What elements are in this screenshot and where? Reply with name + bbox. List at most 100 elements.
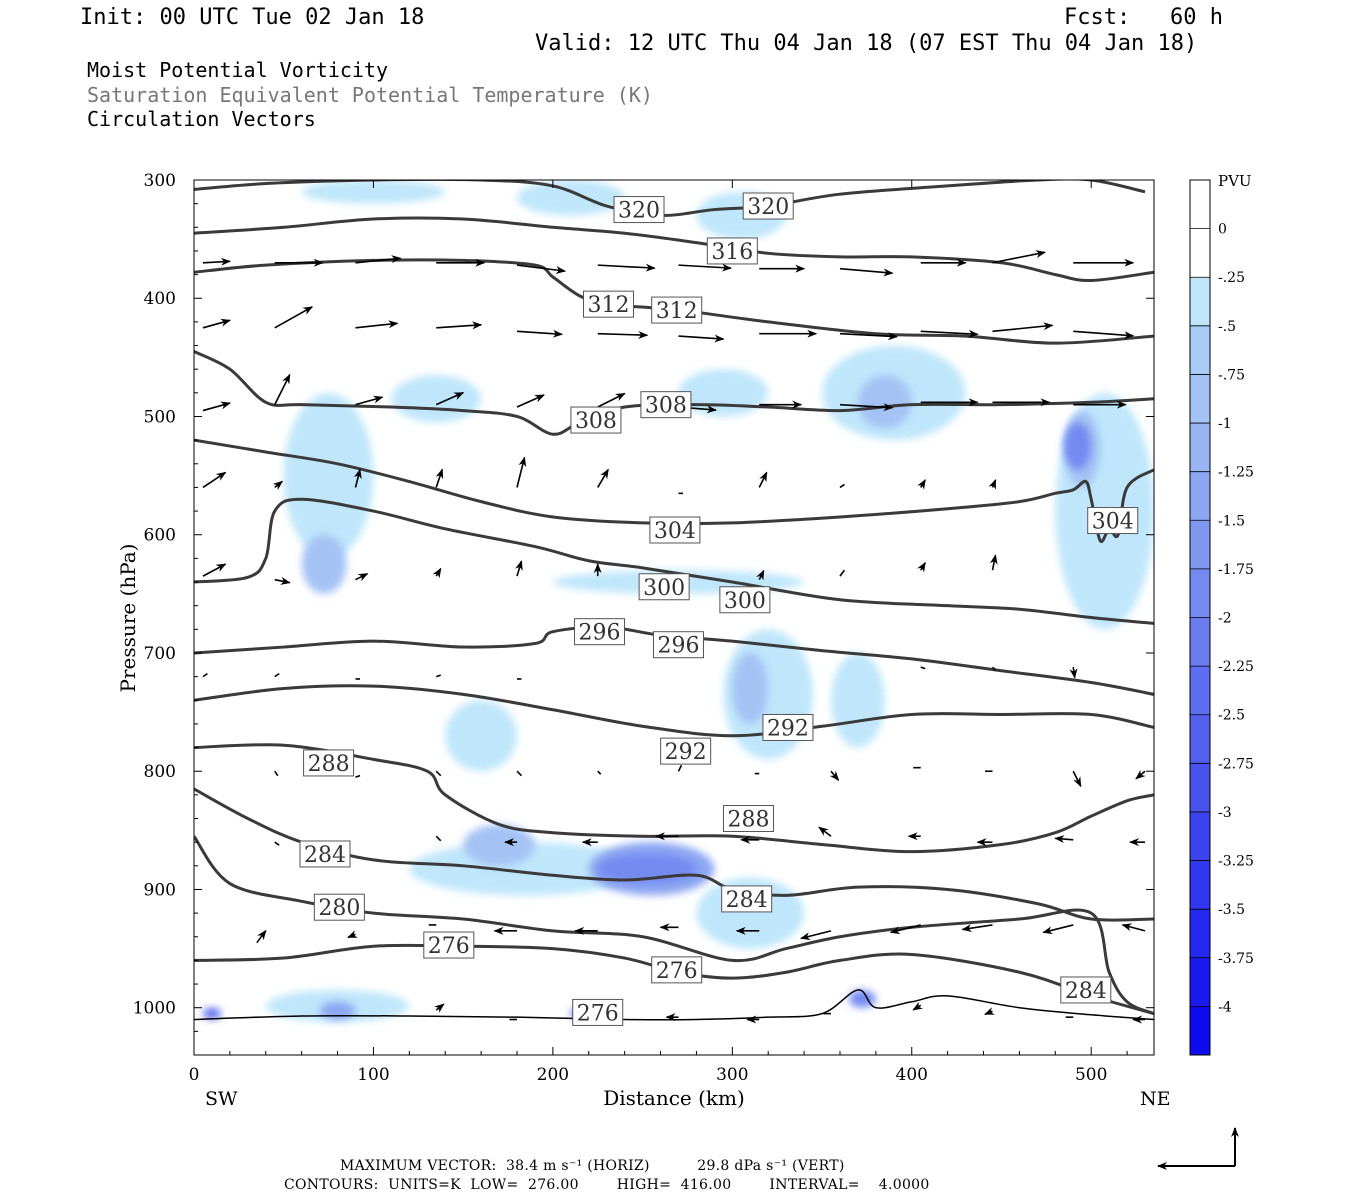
circulation-vector	[917, 561, 926, 573]
circulation-vector	[434, 1003, 445, 1013]
contour-line	[194, 625, 1154, 696]
svg-text:308: 308	[575, 409, 617, 434]
contour-label: 276	[572, 998, 624, 1026]
colorbar-tick-label: -2.5	[1218, 708, 1245, 724]
colorbar-tick-label: -1	[1218, 416, 1232, 432]
circulation-vector	[912, 1001, 924, 1011]
colorbar-tick-label: -3.5	[1218, 902, 1245, 918]
circulation-vector	[516, 394, 545, 408]
contour-label: 308	[570, 406, 622, 434]
colorbar-swatch	[1190, 909, 1210, 959]
circulation-vector	[597, 330, 649, 339]
colorbar-swatch	[1190, 423, 1210, 473]
circulation-vector	[347, 930, 358, 939]
circulation-vector	[516, 456, 527, 488]
pv-region	[409, 842, 643, 896]
circulation-vector	[992, 250, 1046, 264]
init-time: Init: 00 UTC Tue 02 Jan 18	[80, 5, 425, 30]
circulation-vector	[202, 563, 227, 577]
colorbar-swatch	[1190, 374, 1210, 424]
circulation-vector	[678, 334, 725, 343]
contour-label: 296	[652, 631, 704, 659]
x-tick-label: 200	[537, 1065, 569, 1085]
pv-region	[319, 1001, 356, 1020]
circulation-vector	[355, 320, 399, 329]
contour-label: 300	[719, 586, 771, 614]
colorbar-swatch	[1190, 957, 1210, 1007]
pv-region	[516, 180, 625, 216]
pv-region	[301, 534, 347, 594]
svg-text:284: 284	[1065, 979, 1107, 1004]
circulation-vector	[961, 924, 993, 933]
circulation-vector	[274, 770, 279, 777]
contour-label: 284	[299, 840, 351, 868]
svg-text:316: 316	[711, 240, 753, 265]
x-tick-label: 100	[357, 1065, 389, 1085]
svg-text:304: 304	[1092, 510, 1134, 535]
contour-label: 304	[649, 516, 701, 544]
contour-label: 312	[583, 290, 635, 318]
ne-label: NE	[1140, 1088, 1171, 1110]
field-title-mpv: Moist Potential Vorticity	[87, 58, 389, 82]
circulation-vector	[202, 257, 231, 266]
circulation-vector	[678, 263, 732, 272]
colorbar-swatch	[1190, 471, 1210, 521]
circulation-vector	[516, 329, 563, 338]
circulation-vector	[1069, 667, 1078, 679]
circulation-vector	[597, 770, 602, 775]
contour-label: 300	[638, 573, 690, 601]
y-tick-label: 700	[144, 644, 176, 664]
forecast-hour: Fcst: 60 h	[1064, 5, 1223, 30]
circulation-vector	[1042, 924, 1074, 935]
circulation-vector	[515, 560, 523, 577]
circulation-vector	[516, 770, 523, 777]
svg-text:304: 304	[654, 519, 696, 544]
circulation-vector	[432, 567, 442, 579]
colorbar-tick-label: -2	[1218, 611, 1232, 627]
circulation-vector	[1135, 769, 1146, 780]
circulation-vector	[839, 403, 894, 412]
colorbar-tick-label: -1.75	[1218, 562, 1254, 578]
contour-label: 320	[613, 196, 665, 224]
contour-label: 304	[1087, 507, 1139, 535]
circulation-vector	[839, 569, 846, 577]
axes: 0 100 200 300 400 500 300 400 500 600 700 800 900 100…	[133, 171, 1154, 1085]
colorbar-tick-label: -1.5	[1218, 513, 1245, 529]
svg-text:300: 300	[724, 589, 766, 614]
circulation-vector	[889, 924, 921, 935]
colorbar-swatch	[1190, 228, 1210, 278]
x-tick-label: 500	[1075, 1065, 1107, 1085]
colorbar-tick-label: -2.75	[1218, 756, 1254, 772]
circulation-vector	[839, 332, 898, 341]
contour-label: 284	[1060, 976, 1112, 1004]
max-vector-note: MAXIMUM VECTOR: 38.4 m s⁻¹ (HORIZ) 29.8 …	[340, 1158, 845, 1174]
contour-line	[194, 438, 1154, 544]
colorbar-swatch	[1190, 1006, 1210, 1056]
circulation-vector	[597, 263, 656, 272]
circulation-vector	[274, 576, 291, 585]
circulation-vector	[274, 841, 280, 846]
circulation-vector	[1072, 770, 1082, 788]
y-tick-label: 300	[144, 171, 176, 191]
circulation-vector	[597, 392, 626, 408]
colorbar-swatch	[1190, 763, 1210, 813]
x-axis-label: Distance (km)	[603, 1086, 745, 1110]
circulation-vector	[988, 479, 997, 490]
contour-label: 284	[721, 885, 773, 913]
circulation-vector	[818, 826, 832, 837]
circulation-vector	[355, 572, 369, 582]
pv-region	[463, 824, 535, 866]
circulation-vector	[984, 1007, 995, 1015]
colorbar-swatch	[1190, 666, 1210, 716]
circulation-vector	[436, 321, 483, 330]
svg-text:296: 296	[579, 621, 621, 646]
circulation-vector	[839, 267, 894, 277]
colorbar-units: PVU	[1218, 172, 1252, 190]
y-tick-label: 400	[144, 289, 176, 309]
colorbar-tick-label: -.25	[1218, 270, 1245, 286]
pv-region	[445, 700, 517, 772]
circulation-vector	[920, 329, 979, 338]
colorbar-tick-label: -.75	[1218, 367, 1245, 383]
svg-text:312: 312	[656, 299, 698, 324]
circulation-vector	[758, 471, 768, 488]
